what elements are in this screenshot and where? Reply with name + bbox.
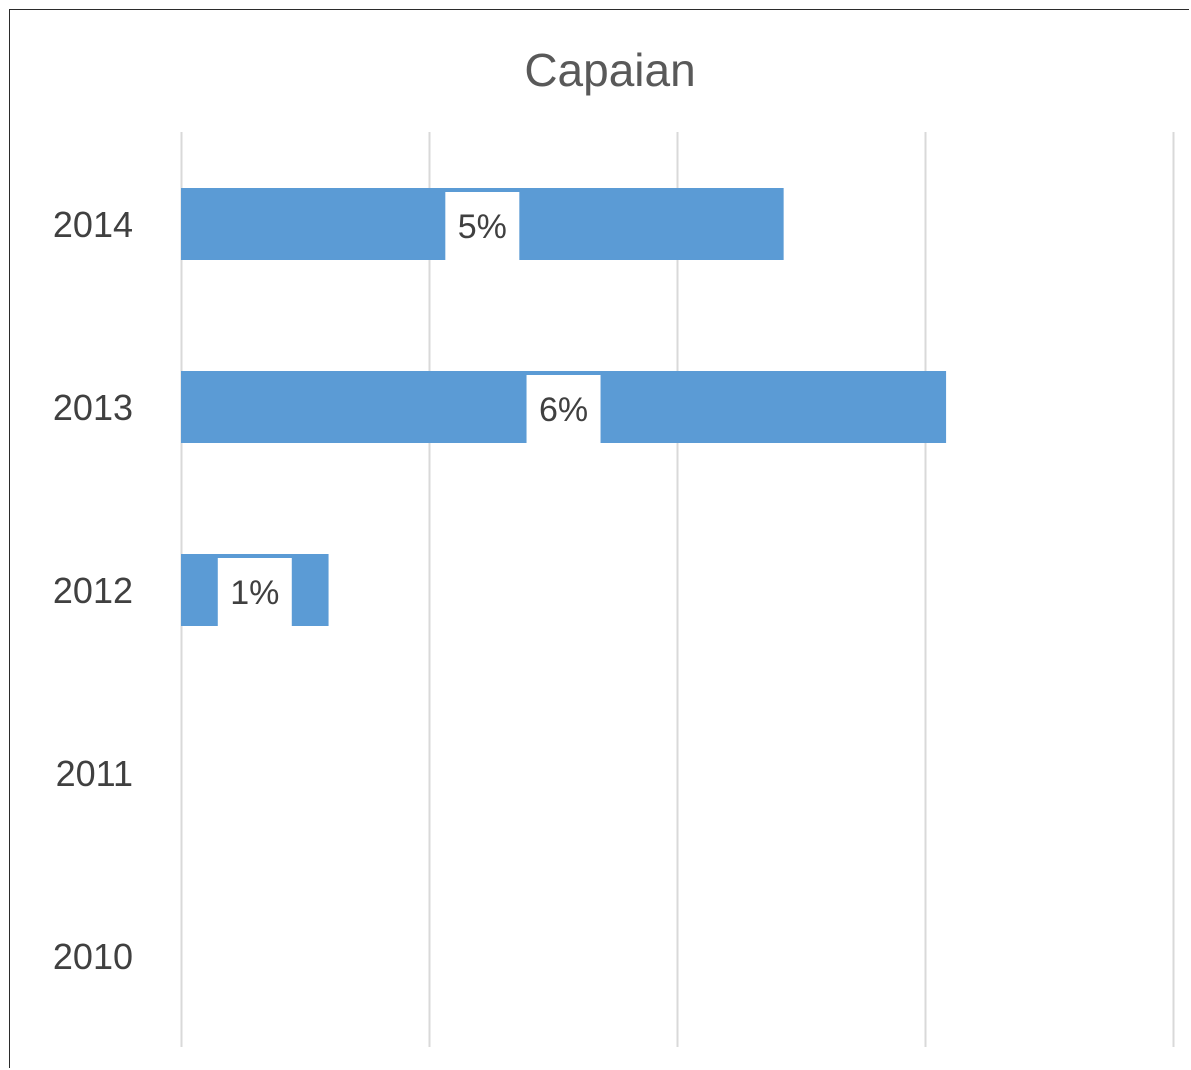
category-axis-labels: 2014 2013 2012 2011 2010 (53, 204, 133, 977)
chart-title: Capaian (524, 44, 695, 96)
data-labels: 5% 6% 1% (217, 192, 601, 626)
data-label-box-2014 (445, 192, 520, 260)
gridlines (180, 132, 1175, 1047)
category-label-2014: 2014 (53, 204, 133, 245)
data-label-box-2013 (526, 375, 601, 443)
category-label-2011: 2011 (56, 753, 133, 794)
data-label-2014: 5% (458, 208, 507, 246)
category-label-2012: 2012 (53, 570, 133, 611)
category-label-2010: 2010 (53, 936, 133, 977)
category-label-2013: 2013 (53, 387, 133, 428)
chart-area (9, 9, 1189, 1068)
data-label-2012: 1% (230, 574, 279, 612)
data-label-2013: 6% (539, 391, 588, 429)
data-label-box-2012 (217, 558, 292, 626)
